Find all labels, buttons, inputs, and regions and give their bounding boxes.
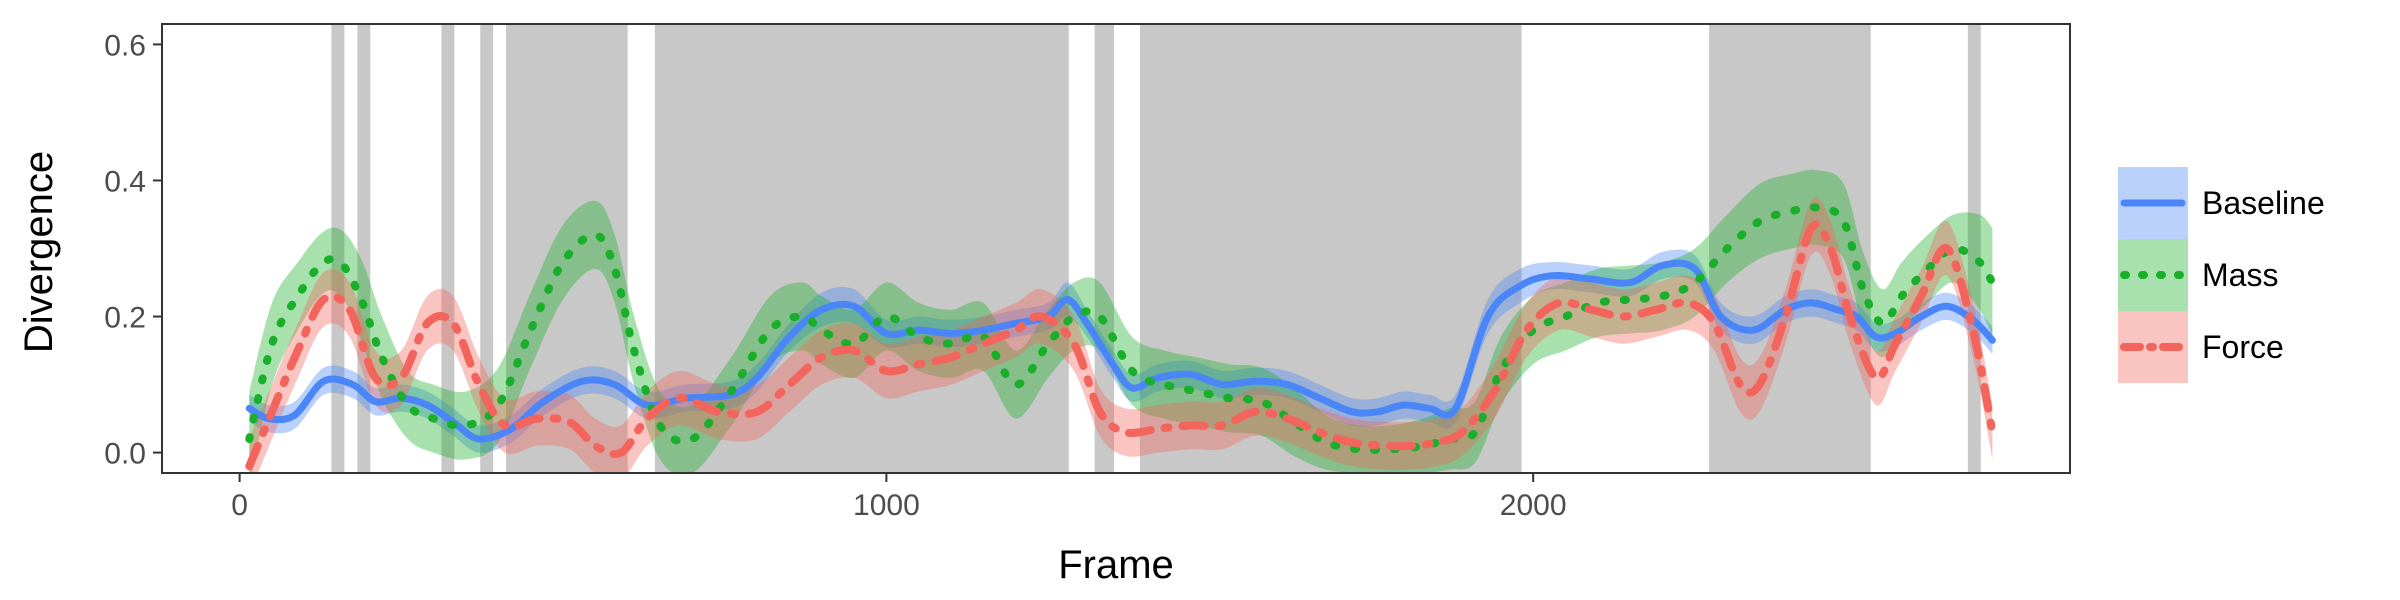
panel-border xyxy=(161,23,2071,474)
mass-confidence-band xyxy=(249,169,1993,473)
x-tick-label: 1000 xyxy=(853,489,920,522)
legend-label-force: Force xyxy=(2202,329,2284,365)
force-confidence-band xyxy=(249,197,1993,473)
plot-inner xyxy=(245,24,1997,473)
y-tick-label: 0.6 xyxy=(104,29,146,62)
shaded-interval-2 xyxy=(441,24,455,473)
mass-line xyxy=(245,203,1997,454)
x-axis-title: Frame xyxy=(1058,543,1174,587)
y-axis-title: Divergence xyxy=(17,151,61,353)
shaded-interval-9 xyxy=(1967,24,1981,473)
y-tick-label: 0.2 xyxy=(104,302,146,335)
shaded-interval-0 xyxy=(331,24,345,473)
shaded-interval-4 xyxy=(506,24,628,473)
legend-key-mass xyxy=(2118,239,2188,311)
shaded-interval-8 xyxy=(1709,24,1871,473)
x-tick-label: 2000 xyxy=(1500,489,1567,522)
legend-key-force xyxy=(2118,311,2188,383)
plot-area xyxy=(245,24,1997,473)
force-line xyxy=(245,220,1997,471)
legend-label-mass: Mass xyxy=(2202,257,2278,293)
shaded-interval-3 xyxy=(480,24,494,473)
x-axis: 0 1000 2000 xyxy=(231,473,1567,522)
y-tick-label: 0.4 xyxy=(104,165,146,198)
x-tick-label: 0 xyxy=(231,489,248,522)
baseline-line xyxy=(245,259,1996,443)
y-tick-label: 0.0 xyxy=(104,438,146,471)
legend: Baseline Mass Force xyxy=(2118,167,2325,383)
legend-key-baseline xyxy=(2118,167,2188,239)
y-axis: 0.0 0.2 0.4 0.6 xyxy=(104,29,162,471)
legend-label-baseline: Baseline xyxy=(2202,185,2325,221)
